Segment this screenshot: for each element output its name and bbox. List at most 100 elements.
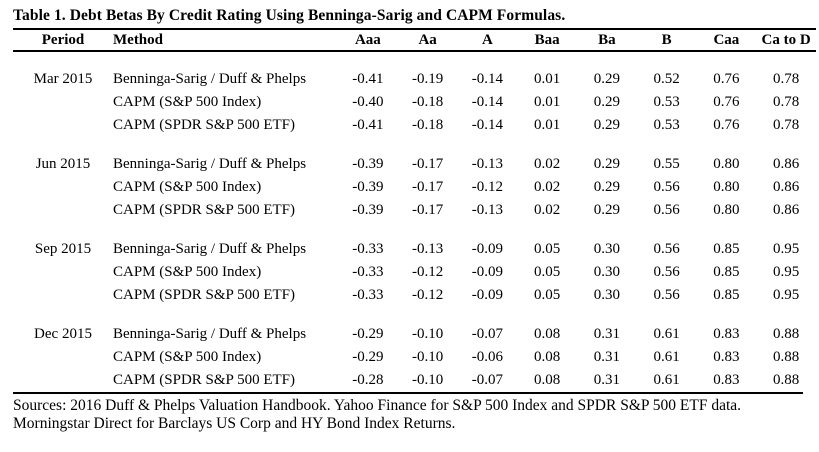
- value-cell: -0.17: [412, 179, 444, 195]
- value-cell: 0.29: [593, 202, 620, 218]
- value-cell: 0.61: [653, 326, 680, 342]
- value-cell: 0.30: [593, 241, 620, 257]
- value-cell: 0.29: [593, 71, 620, 87]
- value-cell: -0.28: [352, 372, 384, 388]
- value-cell: 0.86: [773, 202, 800, 218]
- column-header-caa: Caa: [696, 30, 757, 52]
- value-cell: -0.14: [471, 117, 503, 133]
- value-cell: -0.39: [352, 179, 384, 195]
- method-cell: Benninga-Sarig / Duff & Phelps: [113, 71, 307, 87]
- value-cell: -0.18: [412, 117, 444, 133]
- value-cell: 0.53: [653, 94, 680, 110]
- spacer-cell: [13, 222, 816, 238]
- group-spacer: [13, 137, 816, 153]
- value-cell: 0.78: [773, 71, 800, 87]
- value-cell: 0.76: [713, 117, 740, 133]
- table-row: Jun 2015 Benninga-Sarig / Duff & Phelps -0…: [13, 153, 816, 176]
- value-cell: 0.02: [534, 202, 561, 218]
- value-cell: -0.33: [352, 241, 384, 257]
- period-cell: Mar 2015: [33, 71, 93, 87]
- value-cell: -0.12: [412, 264, 444, 280]
- table-row: CAPM (SPDR S&P 500 ETF) -0.39 -0.17 -0.13 0.…: [13, 199, 816, 222]
- value-cell: -0.39: [352, 202, 384, 218]
- value-cell: -0.13: [471, 156, 503, 172]
- method-cell: Benninga-Sarig / Duff & Phelps: [113, 241, 307, 257]
- value-cell: -0.19: [412, 71, 444, 87]
- value-cell: 0.95: [773, 241, 800, 257]
- table-row: CAPM (S&P 500 Index) -0.40 -0.18 -0.14 0.01 0…: [13, 91, 816, 114]
- value-cell: 0.80: [713, 156, 740, 172]
- table-row: CAPM (S&P 500 Index) -0.29 -0.10 -0.06 0.08 0…: [13, 346, 816, 369]
- value-cell: 0.01: [534, 117, 561, 133]
- value-cell: -0.10: [412, 372, 444, 388]
- value-cell: -0.41: [352, 117, 384, 133]
- value-cell: 0.56: [653, 287, 680, 303]
- value-cell: -0.14: [471, 94, 503, 110]
- value-cell: 0.76: [713, 71, 740, 87]
- table-row: CAPM (SPDR S&P 500 ETF) -0.28 -0.10 -0.07 0.…: [13, 369, 816, 392]
- spacer-cell: [13, 307, 816, 323]
- column-header-ca-to-d: Ca to D: [756, 30, 816, 52]
- group-spacer: [13, 307, 816, 323]
- value-cell: 0.76: [713, 94, 740, 110]
- period-cell: [13, 346, 113, 369]
- value-cell: 0.88: [773, 372, 800, 388]
- value-cell: 0.30: [593, 264, 620, 280]
- value-cell: 0.02: [534, 179, 561, 195]
- column-header-period: Period: [13, 30, 113, 52]
- value-cell: 0.56: [653, 202, 680, 218]
- value-cell: 0.95: [773, 287, 800, 303]
- column-header-ba: Ba: [577, 30, 637, 52]
- value-cell: 0.08: [534, 326, 561, 342]
- header-row: Period Method Aaa Aa A Baa Ba B Caa Ca to D: [13, 30, 816, 52]
- value-cell: 0.95: [773, 264, 800, 280]
- value-cell: 0.08: [534, 349, 561, 365]
- value-cell: 0.61: [653, 372, 680, 388]
- value-cell: 0.86: [773, 156, 800, 172]
- value-cell: -0.10: [412, 349, 444, 365]
- column-header-a: A: [457, 30, 518, 52]
- value-cell: -0.06: [471, 349, 503, 365]
- table-title: Table 1. Debt Betas By Credit Rating Usi…: [13, 0, 816, 30]
- value-cell: -0.41: [352, 71, 384, 87]
- value-cell: 0.01: [534, 71, 561, 87]
- debt-beta-table: Period Method Aaa Aa A Baa Ba B Caa Ca to D Mar 2…: [13, 30, 816, 392]
- value-cell: -0.12: [471, 179, 503, 195]
- value-cell: 0.56: [653, 241, 680, 257]
- value-cell: -0.07: [471, 326, 503, 342]
- value-cell: 0.83: [713, 349, 740, 365]
- value-cell: -0.18: [412, 94, 444, 110]
- value-cell: -0.12: [412, 287, 444, 303]
- value-cell: -0.10: [412, 326, 444, 342]
- value-cell: 0.83: [713, 326, 740, 342]
- value-cell: -0.07: [471, 372, 503, 388]
- value-cell: 0.53: [653, 117, 680, 133]
- table-row: CAPM (S&P 500 Index) -0.39 -0.17 -0.12 0.02 0…: [13, 176, 816, 199]
- group-spacer: [13, 51, 816, 68]
- period-cell: [13, 114, 113, 137]
- value-cell: 0.83: [713, 372, 740, 388]
- value-cell: 0.88: [773, 326, 800, 342]
- spacer-cell: [13, 137, 816, 153]
- value-cell: -0.13: [471, 202, 503, 218]
- column-header-aaa: Aaa: [338, 30, 398, 52]
- value-cell: -0.33: [352, 264, 384, 280]
- method-cell: Benninga-Sarig / Duff & Phelps: [113, 326, 307, 342]
- value-cell: -0.09: [471, 287, 503, 303]
- period-cell: Sep 2015: [34, 241, 92, 257]
- value-cell: 0.56: [653, 179, 680, 195]
- value-cell: 0.56: [653, 264, 680, 280]
- value-cell: 0.05: [534, 241, 561, 257]
- value-cell: 0.05: [534, 264, 561, 280]
- method-cell: CAPM (S&P 500 Index): [113, 94, 262, 110]
- value-cell: 0.29: [593, 94, 620, 110]
- value-cell: 0.01: [534, 94, 561, 110]
- value-cell: 0.08: [534, 372, 561, 388]
- group-spacer: [13, 222, 816, 238]
- value-cell: 0.85: [713, 287, 740, 303]
- method-cell: CAPM (S&P 500 Index): [113, 264, 262, 280]
- column-header-baa: Baa: [517, 30, 577, 52]
- method-cell: CAPM (SPDR S&P 500 ETF): [113, 372, 295, 388]
- method-cell: CAPM (SPDR S&P 500 ETF): [113, 287, 295, 303]
